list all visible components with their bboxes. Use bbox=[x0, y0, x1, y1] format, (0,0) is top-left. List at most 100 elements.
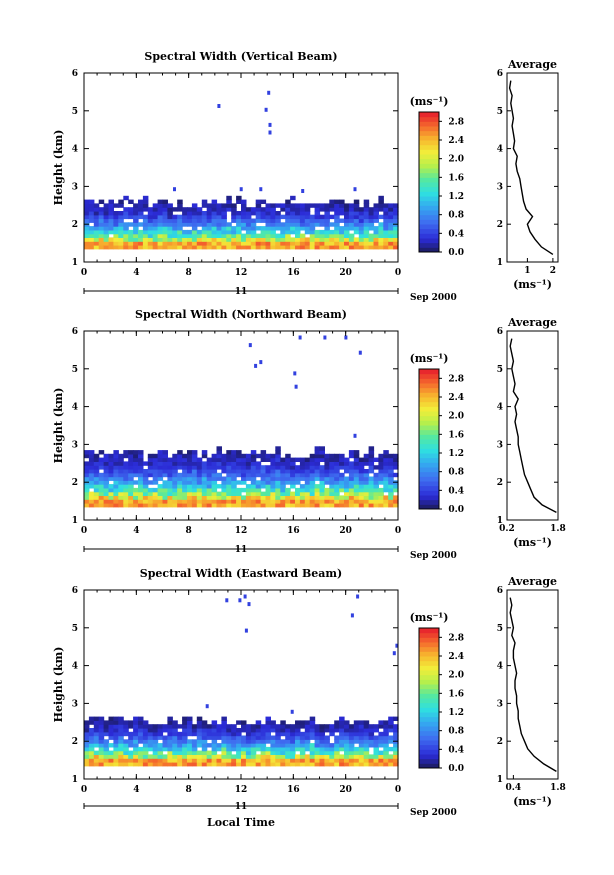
heatmap-cell bbox=[98, 211, 105, 216]
heatmap-cell bbox=[299, 720, 306, 725]
heatmap-cell bbox=[245, 724, 252, 729]
heatmap-cell bbox=[334, 199, 340, 204]
heatmap-cell bbox=[113, 503, 119, 508]
heatmap-cell bbox=[334, 241, 340, 246]
heatmap-cell bbox=[378, 750, 384, 755]
heatmap-cell bbox=[358, 724, 365, 729]
y-tick-label: 6 bbox=[72, 586, 78, 596]
heatmap-cell bbox=[182, 731, 188, 737]
heatmap-cell bbox=[221, 233, 227, 238]
heatmap-cell bbox=[138, 472, 144, 478]
heatmap-cell bbox=[167, 457, 173, 462]
heatmap-cell bbox=[358, 754, 365, 759]
heatmap-cell bbox=[93, 476, 100, 481]
heatmap-cell bbox=[88, 758, 95, 763]
heatmap-cell bbox=[157, 503, 164, 508]
heatmap-cell bbox=[299, 218, 306, 223]
heatmap-cell bbox=[187, 207, 193, 212]
heatmap-cell bbox=[138, 229, 144, 235]
heatmap-cell bbox=[250, 728, 257, 733]
heatmap-cell bbox=[236, 750, 242, 755]
heatmap-cell bbox=[221, 207, 227, 212]
heatmap-cell bbox=[138, 199, 144, 204]
heatmap-cell bbox=[147, 229, 154, 235]
heatmap-cell bbox=[88, 480, 95, 485]
heatmap-cell bbox=[108, 203, 114, 208]
heatmap-cell bbox=[383, 754, 389, 759]
heatmap-cell bbox=[147, 237, 154, 242]
heatmap-cell bbox=[358, 222, 365, 227]
heatmap-cell bbox=[133, 222, 139, 227]
heatmap-cell bbox=[118, 245, 124, 250]
heatmap-cell bbox=[299, 461, 306, 466]
heatmap-cell bbox=[285, 453, 291, 459]
heatmap-cell bbox=[299, 503, 306, 508]
heatmap-cell bbox=[299, 754, 306, 759]
heatmap-cell bbox=[201, 720, 208, 725]
heatmap-cell bbox=[133, 758, 139, 763]
heatmap-cell bbox=[265, 499, 271, 504]
heatmap-cell bbox=[191, 237, 198, 242]
heatmap-cell bbox=[329, 203, 335, 208]
heatmap-cell bbox=[358, 758, 365, 763]
heatmap-cell bbox=[211, 233, 218, 238]
heatmap-cell bbox=[182, 218, 188, 223]
heatmap-cell bbox=[128, 491, 134, 496]
heatmap-cell bbox=[304, 237, 311, 242]
heatmap-cell bbox=[319, 203, 325, 208]
heatmap-cell bbox=[123, 237, 129, 242]
heatmap-cell bbox=[196, 484, 203, 489]
average-y-tick-label: 2 bbox=[497, 478, 503, 488]
heatmap-cell bbox=[309, 226, 316, 231]
heatmap-cell bbox=[191, 453, 198, 459]
heatmap-cell bbox=[299, 739, 306, 744]
colorbar-tick-label: 1.6 bbox=[448, 173, 464, 183]
x-tick-label: 4 bbox=[133, 268, 139, 278]
heatmap-cell bbox=[123, 728, 129, 733]
colorbar-segment bbox=[419, 406, 439, 412]
heatmap-cell bbox=[363, 758, 370, 763]
heatmap-cell bbox=[216, 728, 222, 733]
heatmap-cell bbox=[206, 226, 213, 231]
y-tick-label: 4 bbox=[72, 145, 78, 155]
heatmap-cell bbox=[299, 731, 306, 737]
heatmap-cell bbox=[231, 735, 237, 740]
average-profile-line bbox=[508, 80, 554, 255]
colorbar-segment bbox=[419, 642, 439, 648]
heatmap-cell bbox=[118, 762, 124, 767]
heatmap-cell bbox=[93, 237, 100, 242]
colorbar-tick-label: 2.4 bbox=[448, 136, 464, 146]
heatmap-cell bbox=[93, 731, 100, 737]
heatmap-cell bbox=[304, 499, 311, 504]
heatmap-cell bbox=[177, 214, 183, 220]
heatmap-cell bbox=[182, 743, 188, 748]
heatmap-cell bbox=[108, 211, 114, 216]
heatmap-cell bbox=[113, 472, 119, 478]
heatmap-cell bbox=[211, 457, 218, 462]
heatmap-cell bbox=[172, 461, 178, 466]
heatmap-cell bbox=[339, 480, 345, 485]
heatmap-cell bbox=[270, 218, 276, 223]
heatmap-cell bbox=[142, 754, 149, 759]
heatmap-cell bbox=[314, 735, 321, 740]
heatmap-cell bbox=[299, 245, 306, 250]
heatmap-cell bbox=[280, 472, 286, 478]
heatmap-cell bbox=[103, 499, 110, 504]
colorbar-segment bbox=[419, 200, 439, 206]
heatmap-cell bbox=[339, 735, 345, 740]
heatmap-cell bbox=[138, 480, 144, 485]
colorbar-segment bbox=[419, 712, 439, 718]
heatmap-cell bbox=[295, 743, 301, 748]
heatmap-cell bbox=[152, 453, 159, 459]
heatmap-cell bbox=[113, 750, 119, 755]
heatmap-cell bbox=[98, 472, 105, 478]
heatmap-cell bbox=[299, 469, 306, 474]
heatmap-cell bbox=[339, 457, 345, 462]
colorbar-tick-label: 0.8 bbox=[448, 727, 464, 737]
heatmap-cell bbox=[162, 758, 168, 763]
heatmap-cell bbox=[373, 476, 379, 481]
heatmap-cell bbox=[383, 728, 389, 733]
colorbar-segment bbox=[419, 369, 439, 375]
heatmap-cell bbox=[236, 720, 242, 725]
heatmap-cell bbox=[138, 203, 144, 208]
